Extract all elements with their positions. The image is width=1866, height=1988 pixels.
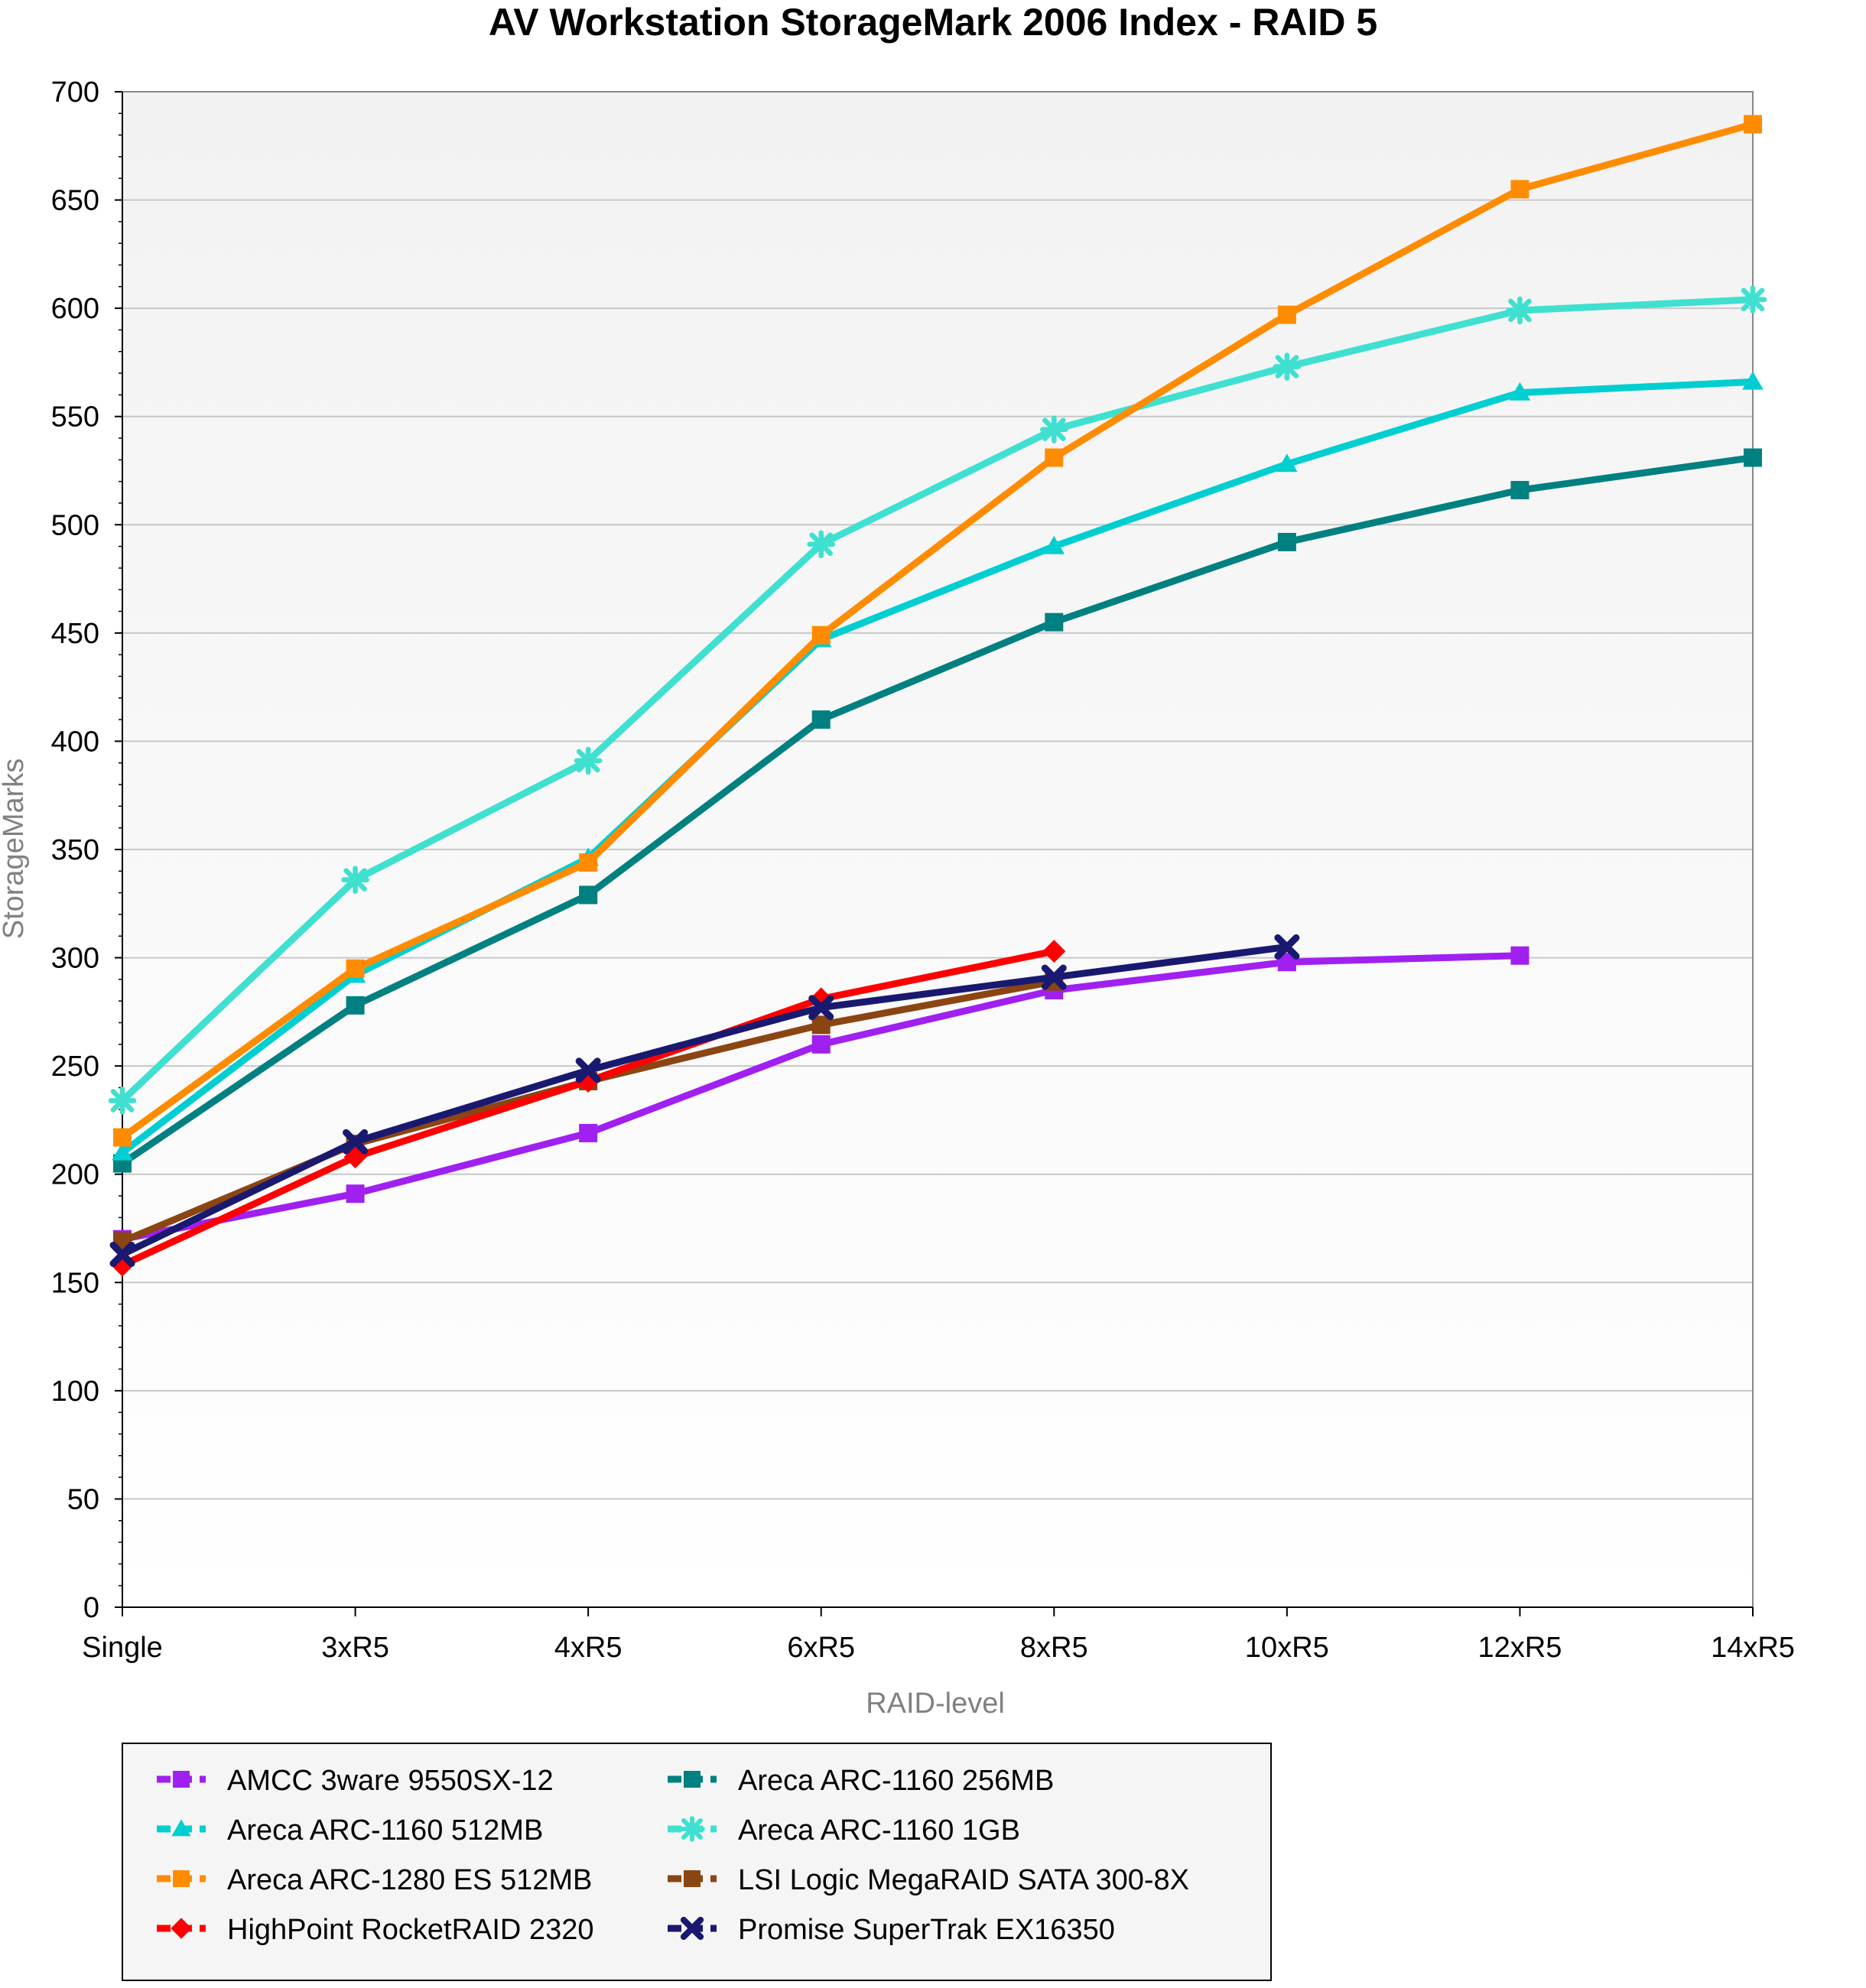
data-point-promise-supertrak-ex16350 bbox=[808, 995, 834, 1021]
legend-label: Areca ARC-1160 256MB bbox=[738, 1765, 1054, 1797]
legend-marker bbox=[173, 1870, 190, 1887]
data-point-areca-arc-1160-256mb bbox=[811, 710, 831, 729]
data-point-areca-arc-1160-1gb bbox=[1273, 352, 1302, 381]
legend-marker bbox=[684, 1771, 701, 1788]
series-line-areca-arc-1160-1gb bbox=[119, 296, 1757, 1104]
data-point-promise-supertrak-ex16350 bbox=[343, 1129, 369, 1155]
series-line-areca-arc-1160-256mb bbox=[119, 454, 1757, 1168]
y-axis-label: StorageMarks bbox=[0, 758, 30, 940]
legend: AMCC 3ware 9550SX-12 Areca ARC-1160 256MB… bbox=[122, 1743, 1272, 1981]
x-tick-label: 4xR5 bbox=[554, 1632, 623, 1664]
data-point-areca-arc-1160-512mb bbox=[1276, 453, 1298, 473]
data-point-amcc-3ware-9550sx-12 bbox=[579, 1123, 598, 1142]
x-tick-label: 14xR5 bbox=[1711, 1632, 1795, 1664]
y-tick-label: 500 bbox=[51, 509, 99, 541]
data-point-promise-supertrak-ex16350 bbox=[1274, 934, 1300, 960]
data-point-areca-arc-1160-1gb bbox=[1039, 415, 1068, 444]
data-point-areca-arc-1160-1gb bbox=[574, 746, 603, 775]
data-point-areca-arc-1160-512mb bbox=[1742, 371, 1764, 390]
legend-label: Areca ARC-1160 512MB bbox=[227, 1814, 543, 1847]
y-tick-label: 700 bbox=[51, 76, 99, 109]
y-tick-label: 350 bbox=[51, 834, 99, 866]
legend-item-lsi-logic-megaraid-sata-300-8x: LSI Logic MegaRAID SATA 300-8X bbox=[668, 1864, 1189, 1896]
plot-area: 0 50 100 150 200 250 300 350 400 450 500 550 600 650 7… bbox=[51, 76, 1795, 1664]
x-tick-label: 12xR5 bbox=[1478, 1632, 1562, 1664]
y-tick-label: 100 bbox=[51, 1376, 99, 1408]
legend-item-areca-arc-1160-1gb: Areca ARC-1160 1GB bbox=[668, 1814, 1020, 1847]
x-tick-label: 3xR5 bbox=[321, 1632, 389, 1664]
y-tick-label: 150 bbox=[51, 1267, 99, 1299]
data-point-areca-arc-1160-1gb bbox=[1506, 296, 1534, 325]
data-point-areca-arc-1280-es-512mb bbox=[811, 625, 831, 645]
chart-title: AV Workstation StorageMark 2006 Index - … bbox=[489, 1, 1377, 44]
y-tick-label: 250 bbox=[51, 1051, 99, 1083]
y-tick-label: 50 bbox=[67, 1483, 99, 1515]
data-point-areca-arc-1160-1gb bbox=[1738, 285, 1767, 314]
legend-label: AMCC 3ware 9550SX-12 bbox=[227, 1765, 554, 1797]
legend-item-promise-supertrak-ex16350: Promise SuperTrak EX16350 bbox=[668, 1914, 1115, 1946]
y-tick-label: 0 bbox=[83, 1592, 99, 1624]
data-point-areca-arc-1160-256mb bbox=[1045, 612, 1064, 632]
data-point-areca-arc-1160-1gb bbox=[341, 866, 369, 894]
legend-label: Promise SuperTrak EX16350 bbox=[738, 1914, 1115, 1946]
legend-marker bbox=[171, 1918, 192, 1939]
data-point-areca-arc-1280-es-512mb bbox=[113, 1128, 132, 1147]
legend-item-areca-arc-1160-256mb: Areca ARC-1160 256MB bbox=[668, 1765, 1054, 1797]
data-point-promise-supertrak-ex16350 bbox=[1041, 964, 1067, 990]
y-tick-label: 450 bbox=[51, 618, 99, 650]
data-point-areca-arc-1280-es-512mb bbox=[579, 853, 598, 872]
data-point-areca-arc-1160-1gb bbox=[108, 1087, 137, 1115]
data-point-promise-supertrak-ex16350 bbox=[575, 1057, 601, 1083]
legend-item-areca-arc-1160-512mb: Areca ARC-1160 512MB bbox=[157, 1814, 543, 1847]
y-tick-label: 200 bbox=[51, 1159, 99, 1191]
data-point-areca-arc-1160-512mb bbox=[1509, 382, 1531, 401]
x-tick-label: 6xR5 bbox=[787, 1632, 855, 1664]
legend-item-highpoint-rocketraid-2320: HighPoint RocketRAID 2320 bbox=[157, 1914, 593, 1946]
data-point-areca-arc-1160-256mb bbox=[1510, 480, 1530, 499]
legend-item-areca-arc-1280-es-512mb: Areca ARC-1280 ES 512MB bbox=[157, 1864, 592, 1896]
data-point-areca-arc-1280-es-512mb bbox=[346, 959, 365, 978]
data-point-amcc-3ware-9550sx-12 bbox=[811, 1035, 831, 1054]
data-point-areca-arc-1280-es-512mb bbox=[1045, 448, 1064, 467]
legend-label: Areca ARC-1160 1GB bbox=[738, 1814, 1020, 1847]
legend-label: LSI Logic MegaRAID SATA 300-8X bbox=[738, 1864, 1189, 1896]
legend-label: HighPoint RocketRAID 2320 bbox=[227, 1914, 593, 1946]
series-line-areca-arc-1280-es-512mb bbox=[119, 120, 1757, 1142]
x-tick-label: Single bbox=[82, 1632, 163, 1664]
data-point-areca-arc-1280-es-512mb bbox=[1510, 180, 1530, 199]
y-tick-label: 300 bbox=[51, 943, 99, 975]
data-point-areca-arc-1160-256mb bbox=[346, 996, 365, 1015]
data-point-highpoint-rocketraid-2320 bbox=[1042, 940, 1066, 963]
data-point-areca-arc-1280-es-512mb bbox=[1744, 115, 1762, 134]
y-tick-label: 550 bbox=[51, 401, 99, 434]
legend-marker bbox=[173, 1771, 190, 1788]
data-point-lsi-logic-megaraid-sata-300-8x bbox=[811, 1015, 831, 1035]
legend-marker bbox=[680, 1916, 704, 1941]
series-line-areca-arc-1160-512mb bbox=[119, 378, 1757, 1156]
data-point-areca-arc-1160-512mb bbox=[1043, 535, 1065, 554]
data-point-promise-supertrak-ex16350 bbox=[109, 1241, 135, 1267]
data-point-areca-arc-1160-256mb bbox=[1277, 532, 1296, 551]
series-layer bbox=[108, 115, 1767, 1277]
data-point-areca-arc-1160-256mb bbox=[1744, 448, 1762, 467]
legend-marker bbox=[684, 1870, 701, 1887]
data-point-areca-arc-1280-es-512mb bbox=[1277, 305, 1296, 324]
legend-marker bbox=[171, 1819, 191, 1837]
data-point-areca-arc-1160-256mb bbox=[579, 885, 598, 905]
y-tick-label: 400 bbox=[51, 726, 99, 758]
y-tick-label: 650 bbox=[51, 185, 99, 217]
legend-marker bbox=[679, 1816, 705, 1842]
data-point-areca-arc-1160-512mb bbox=[112, 1142, 133, 1161]
legend-item-amcc-3ware-9550sx-12: AMCC 3ware 9550SX-12 bbox=[157, 1765, 554, 1797]
series-line-promise-supertrak-ex16350 bbox=[119, 943, 1291, 1258]
x-tick-label: 10xR5 bbox=[1245, 1632, 1329, 1664]
data-point-areca-arc-1160-1gb bbox=[807, 530, 836, 559]
y-tick-label: 600 bbox=[51, 293, 99, 325]
x-axis-label: RAID-level bbox=[866, 1688, 1005, 1720]
x-tick-label: 8xR5 bbox=[1020, 1632, 1088, 1664]
data-point-amcc-3ware-9550sx-12 bbox=[346, 1184, 365, 1204]
legend-label: Areca ARC-1280 ES 512MB bbox=[227, 1864, 592, 1896]
data-point-amcc-3ware-9550sx-12 bbox=[1510, 946, 1530, 965]
